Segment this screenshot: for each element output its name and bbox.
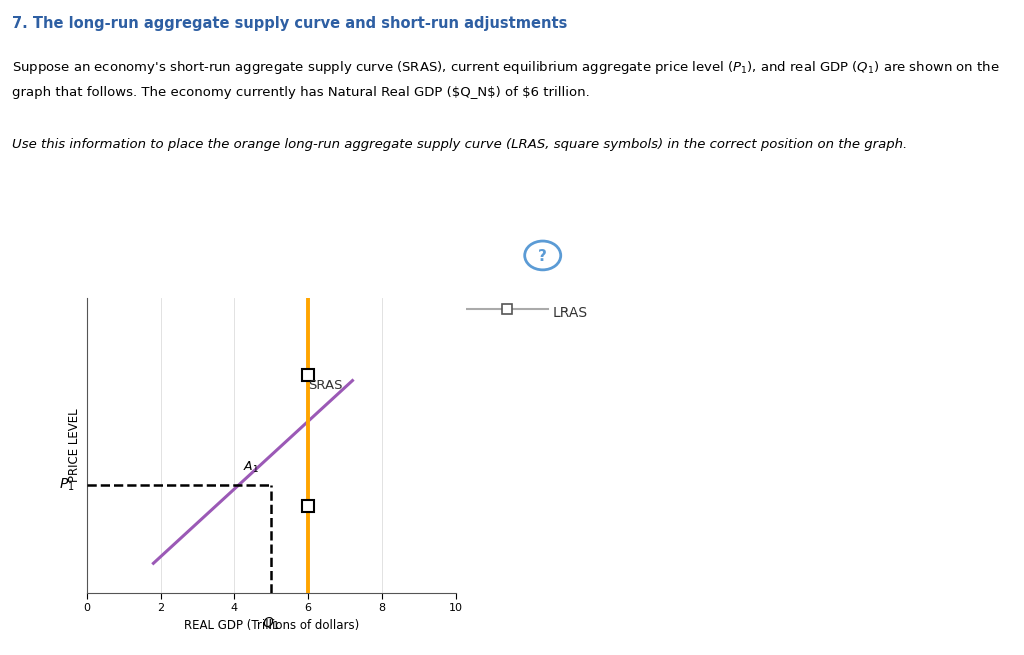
Text: $P_1$: $P_1$ [58, 477, 74, 493]
Text: $Q_1$: $Q_1$ [262, 616, 281, 632]
Text: Use this information to place the orange long-run aggregate supply curve (LRAS, : Use this information to place the orange… [12, 138, 907, 151]
Text: $A_1$: $A_1$ [243, 460, 258, 475]
Y-axis label: PRICE LEVEL: PRICE LEVEL [69, 409, 82, 482]
Text: SRAS: SRAS [308, 379, 343, 392]
Text: 7. The long-run aggregate supply curve and short-run adjustments: 7. The long-run aggregate supply curve a… [12, 16, 567, 31]
Text: graph that follows. The economy currently has Natural Real GDP ($Q_N$) of $6 tri: graph that follows. The economy currentl… [12, 86, 590, 100]
Text: ?: ? [539, 250, 547, 264]
X-axis label: REAL GDP (Trillions of dollars): REAL GDP (Trillions of dollars) [183, 619, 359, 631]
Text: LRAS: LRAS [553, 306, 588, 320]
Text: Suppose an economy's short-run aggregate supply curve (SRAS), current equilibriu: Suppose an economy's short-run aggregate… [12, 59, 999, 76]
